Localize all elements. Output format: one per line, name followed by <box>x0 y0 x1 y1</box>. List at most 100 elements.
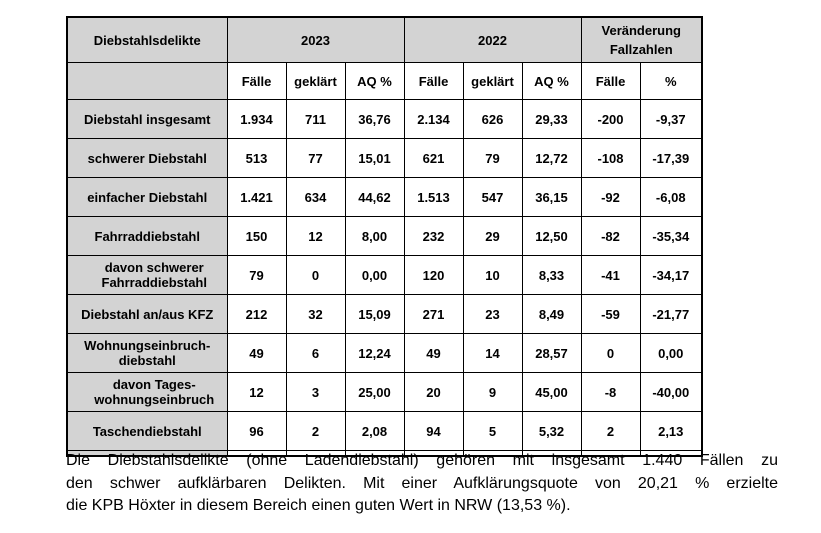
cell-value: 120 <box>403 255 464 295</box>
cell-value: -41 <box>580 255 641 295</box>
cell-value: 5,32 <box>521 411 582 451</box>
subheader-2022-faelle: Fälle <box>403 62 464 100</box>
cell-value: 12,50 <box>521 216 582 256</box>
cell-value: -35,34 <box>639 216 703 256</box>
sliver-cell <box>639 450 703 457</box>
subheader-2022-geklaert: geklärt <box>462 62 523 100</box>
cell-value: 36,76 <box>344 99 405 139</box>
cell-value: 9 <box>462 372 523 412</box>
row-label: Fahrraddiebstahl <box>66 216 228 256</box>
row-label: Wohnungseinbruch- diebstahl <box>66 333 228 373</box>
cell-value: 12 <box>285 216 346 256</box>
cell-value: 2 <box>285 411 346 451</box>
cell-value: 2,13 <box>639 411 703 451</box>
cell-value: 1.513 <box>403 177 464 217</box>
cell-value: 2 <box>580 411 641 451</box>
subheader-change-percent: % <box>639 62 703 100</box>
row-label: Diebstahl insgesamt <box>66 99 228 139</box>
table-bottom-sliver-row <box>66 450 703 457</box>
subheader-change-faelle: Fälle <box>580 62 641 100</box>
table-title-cell: Diebstahlsdelikte <box>66 16 228 63</box>
summary-line: die KPB Höxter in diesem Bereich einen g… <box>66 497 571 514</box>
cell-value: 626 <box>462 99 523 139</box>
cell-value: 8,00 <box>344 216 405 256</box>
cell-value: -82 <box>580 216 641 256</box>
cell-value: 547 <box>462 177 523 217</box>
cell-value: 2.134 <box>403 99 464 139</box>
cell-value: 232 <box>403 216 464 256</box>
cell-value: 49 <box>226 333 287 373</box>
cell-value: 0 <box>285 255 346 295</box>
cell-value: 621 <box>403 138 464 178</box>
group-header-change: Veränderung Fallzahlen <box>580 16 703 63</box>
table-row: davon Tages- wohnungseinbruch 12 3 25,00… <box>66 372 703 412</box>
cell-value: -6,08 <box>639 177 703 217</box>
cell-value: 12,24 <box>344 333 405 373</box>
cell-value: 150 <box>226 216 287 256</box>
cell-value: 77 <box>285 138 346 178</box>
cell-value: 634 <box>285 177 346 217</box>
cell-value: -200 <box>580 99 641 139</box>
cell-value: 5 <box>462 411 523 451</box>
summary-line: den schwer aufklärbaren Delikten. Mit ei… <box>66 474 778 492</box>
table-row: davon schwerer Fahrraddiebstahl 79 0 0,0… <box>66 255 703 295</box>
cell-value: 12,72 <box>521 138 582 178</box>
cell-value: 15,09 <box>344 294 405 334</box>
cell-value: 2,08 <box>344 411 405 451</box>
row-label: davon Tages- wohnungseinbruch <box>66 372 228 412</box>
cell-value: 6 <box>285 333 346 373</box>
cell-value: 25,00 <box>344 372 405 412</box>
table-row: Taschendiebstahl 96 2 2,08 94 5 5,32 2 2… <box>66 411 703 451</box>
cell-value: 20 <box>403 372 464 412</box>
cell-value: -21,77 <box>639 294 703 334</box>
cell-value: 23 <box>462 294 523 334</box>
cell-value: 36,15 <box>521 177 582 217</box>
row-label: einfacher Diebstahl <box>66 177 228 217</box>
cell-value: 32 <box>285 294 346 334</box>
cell-value: 94 <box>403 411 464 451</box>
cell-value: 15,01 <box>344 138 405 178</box>
cell-value: -59 <box>580 294 641 334</box>
cell-value: -17,39 <box>639 138 703 178</box>
cell-value: 12 <box>226 372 287 412</box>
cell-value: 29 <box>462 216 523 256</box>
cell-value: -92 <box>580 177 641 217</box>
row-label: davon schwerer Fahrraddiebstahl <box>66 255 228 295</box>
table-row: schwerer Diebstahl 513 77 15,01 621 79 1… <box>66 138 703 178</box>
table-row: Wohnungseinbruch- diebstahl 49 6 12,24 4… <box>66 333 703 373</box>
cell-value: 513 <box>226 138 287 178</box>
cell-value: 79 <box>462 138 523 178</box>
row-label: Diebstahl an/aus KFZ <box>66 294 228 334</box>
table-row: einfacher Diebstahl 1.421 634 44,62 1.51… <box>66 177 703 217</box>
cell-value: 0,00 <box>639 333 703 373</box>
subheader-2023-geklaert: geklärt <box>285 62 346 100</box>
cell-value: 711 <box>285 99 346 139</box>
cell-value: 29,33 <box>521 99 582 139</box>
row-label: schwerer Diebstahl <box>66 138 228 178</box>
cell-value: -8 <box>580 372 641 412</box>
summary-paragraph: Die Diebstahlsdelikte (ohne Ladendiebsta… <box>66 450 778 518</box>
cell-value: 212 <box>226 294 287 334</box>
cell-value: 45,00 <box>521 372 582 412</box>
row-label: Taschendiebstahl <box>66 411 228 451</box>
subheader-2023-aq: AQ % <box>344 62 405 100</box>
cell-value: 14 <box>462 333 523 373</box>
cell-value: -34,17 <box>639 255 703 295</box>
cell-value: 1.934 <box>226 99 287 139</box>
table-row: Diebstahl insgesamt 1.934 711 36,76 2.13… <box>66 99 703 139</box>
cell-value: 28,57 <box>521 333 582 373</box>
table-subheader-row: Fälle geklärt AQ % Fälle geklärt AQ % Fä… <box>66 62 703 100</box>
cell-value: 44,62 <box>344 177 405 217</box>
table-group-header-row: Diebstahlsdelikte 2023 2022 Veränderung … <box>66 16 703 63</box>
table-row: Fahrraddiebstahl 150 12 8,00 232 29 12,5… <box>66 216 703 256</box>
cell-value: 8,33 <box>521 255 582 295</box>
table-row: Diebstahl an/aus KFZ 212 32 15,09 271 23… <box>66 294 703 334</box>
cell-value: 271 <box>403 294 464 334</box>
subheader-2023-faelle: Fälle <box>226 62 287 100</box>
summary-line: Die Diebstahlsdelikte (ohne Ladendiebsta… <box>66 452 778 469</box>
cell-value: -108 <box>580 138 641 178</box>
subheader-2022-aq: AQ % <box>521 62 582 100</box>
group-header-2022: 2022 <box>403 16 582 63</box>
theft-offenses-table: Diebstahlsdelikte 2023 2022 Veränderung … <box>66 16 703 457</box>
